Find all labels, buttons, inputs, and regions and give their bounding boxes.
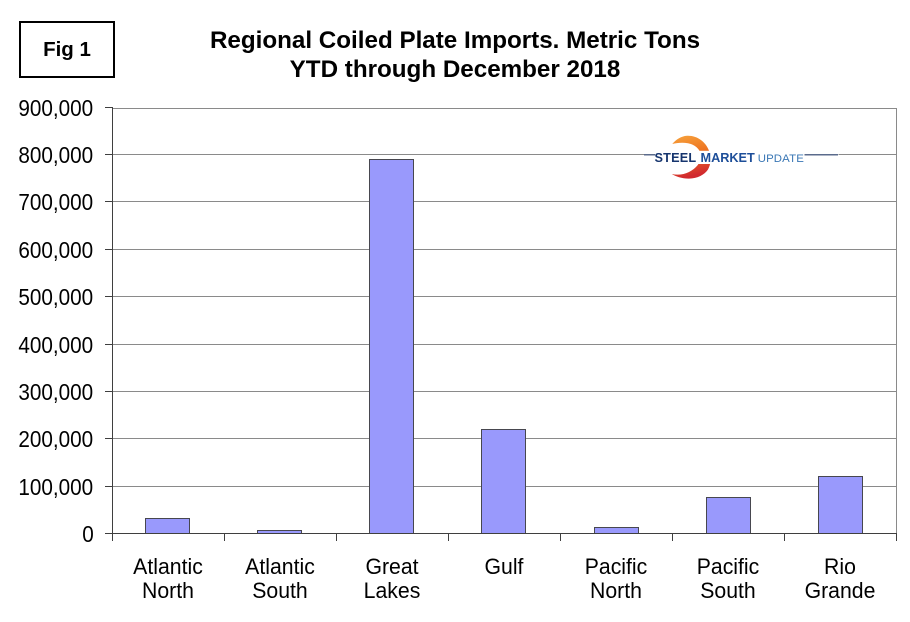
svg-text:UPDATE: UPDATE xyxy=(758,153,805,165)
svg-text:MARKET: MARKET xyxy=(701,151,756,165)
svg-text:STEEL: STEEL xyxy=(655,151,697,165)
